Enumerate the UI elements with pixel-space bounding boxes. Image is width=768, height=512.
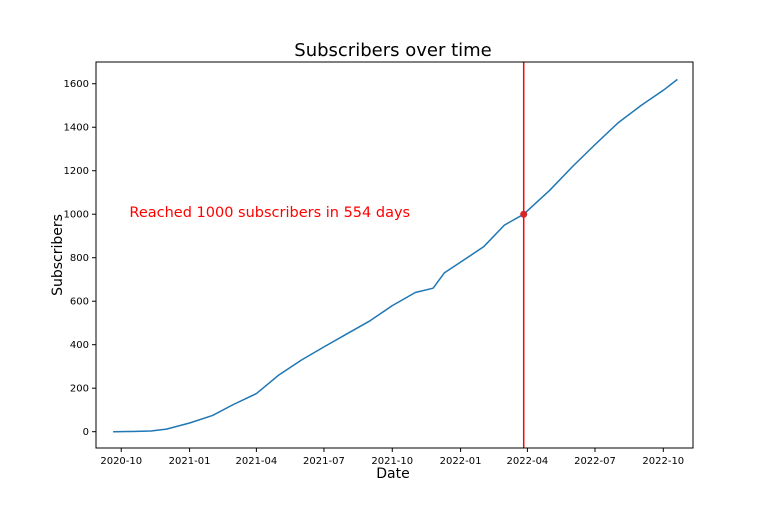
y-tick-label: 600 bbox=[70, 297, 89, 308]
milestone-annotation: Reached 1000 subscribers in 554 days bbox=[129, 205, 410, 221]
y-tick-label: 1200 bbox=[64, 166, 89, 177]
milestone-marker bbox=[520, 210, 528, 218]
x-tick-label: 2021-01 bbox=[169, 456, 211, 467]
x-tick-label: 2022-10 bbox=[642, 456, 684, 467]
x-tick-label: 2021-07 bbox=[303, 456, 345, 467]
x-axis-title: Date bbox=[376, 466, 409, 482]
y-tick-label: 1600 bbox=[64, 79, 89, 90]
y-tick-label: 400 bbox=[70, 340, 89, 351]
y-tick-label: 800 bbox=[70, 253, 89, 264]
plot-layer: 0 200 400 600 800 1000 1200 1400 1600 2020-10 2021… bbox=[64, 62, 684, 467]
y-tick-label: 200 bbox=[70, 384, 89, 395]
plot-frame bbox=[95, 61, 694, 449]
y-tick-label: 1400 bbox=[64, 123, 89, 134]
x-tick-label: 2021-10 bbox=[371, 456, 413, 467]
y-tick-label: 0 bbox=[83, 427, 89, 438]
chart-title: Subscribers over time bbox=[294, 40, 491, 61]
y-tick-label: 1000 bbox=[64, 210, 89, 221]
x-tick-label: 2022-04 bbox=[507, 456, 549, 467]
y-axis-title: Subscribers bbox=[50, 214, 66, 296]
x-tick-label: 2022-01 bbox=[440, 456, 482, 467]
x-tick-label: 2020-10 bbox=[100, 456, 142, 467]
series-line bbox=[113, 78, 678, 433]
x-tick-label: 2022-07 bbox=[574, 456, 616, 467]
x-tick-label: 2021-04 bbox=[235, 456, 277, 467]
